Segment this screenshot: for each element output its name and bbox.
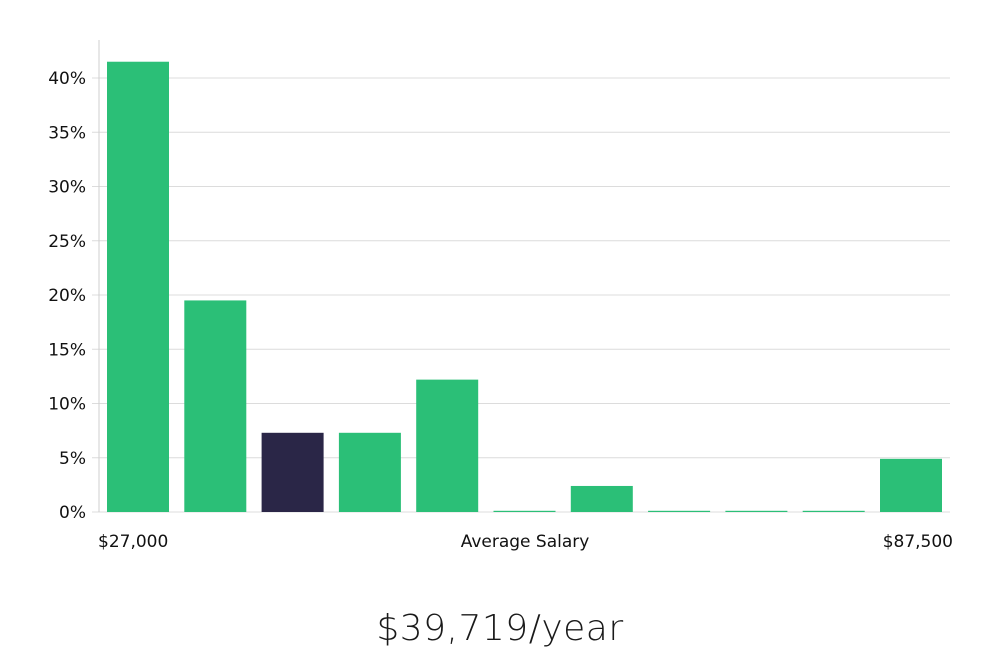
y-tick-label: 15% [48,340,86,360]
bar [107,61,169,512]
bar [493,510,556,512]
y-tick-label: 20% [48,286,86,306]
x-axis-title: Average Salary [461,532,590,552]
salary-histogram: 0% 5% 10% 15% 20% 25% 30% 35% 40% $27,000 Averag… [48,40,953,552]
bar [338,432,401,512]
bar [802,510,865,512]
y-tick-label: 5% [59,449,86,469]
bar [725,510,788,512]
bars [107,61,942,512]
y-tick-label: 35% [48,123,86,143]
y-axis-ticks: 0% 5% 10% 15% 20% 25% 30% 35% 40% [48,69,86,523]
bar [416,379,479,512]
y-tick-label: 25% [48,232,86,252]
average-salary-value: $39,719/year [376,608,624,649]
x-axis-min-label: $27,000 [98,532,168,552]
y-tick-label: 0% [59,503,86,523]
bar [570,485,633,512]
bar-highlighted [261,432,324,512]
x-axis-max-label: $87,500 [883,532,953,552]
bar [648,510,711,512]
bar [184,300,247,512]
y-tick-label: 30% [48,178,86,198]
y-tick-label: 40% [48,69,86,89]
bar [880,458,942,512]
y-tick-label: 10% [48,395,86,415]
